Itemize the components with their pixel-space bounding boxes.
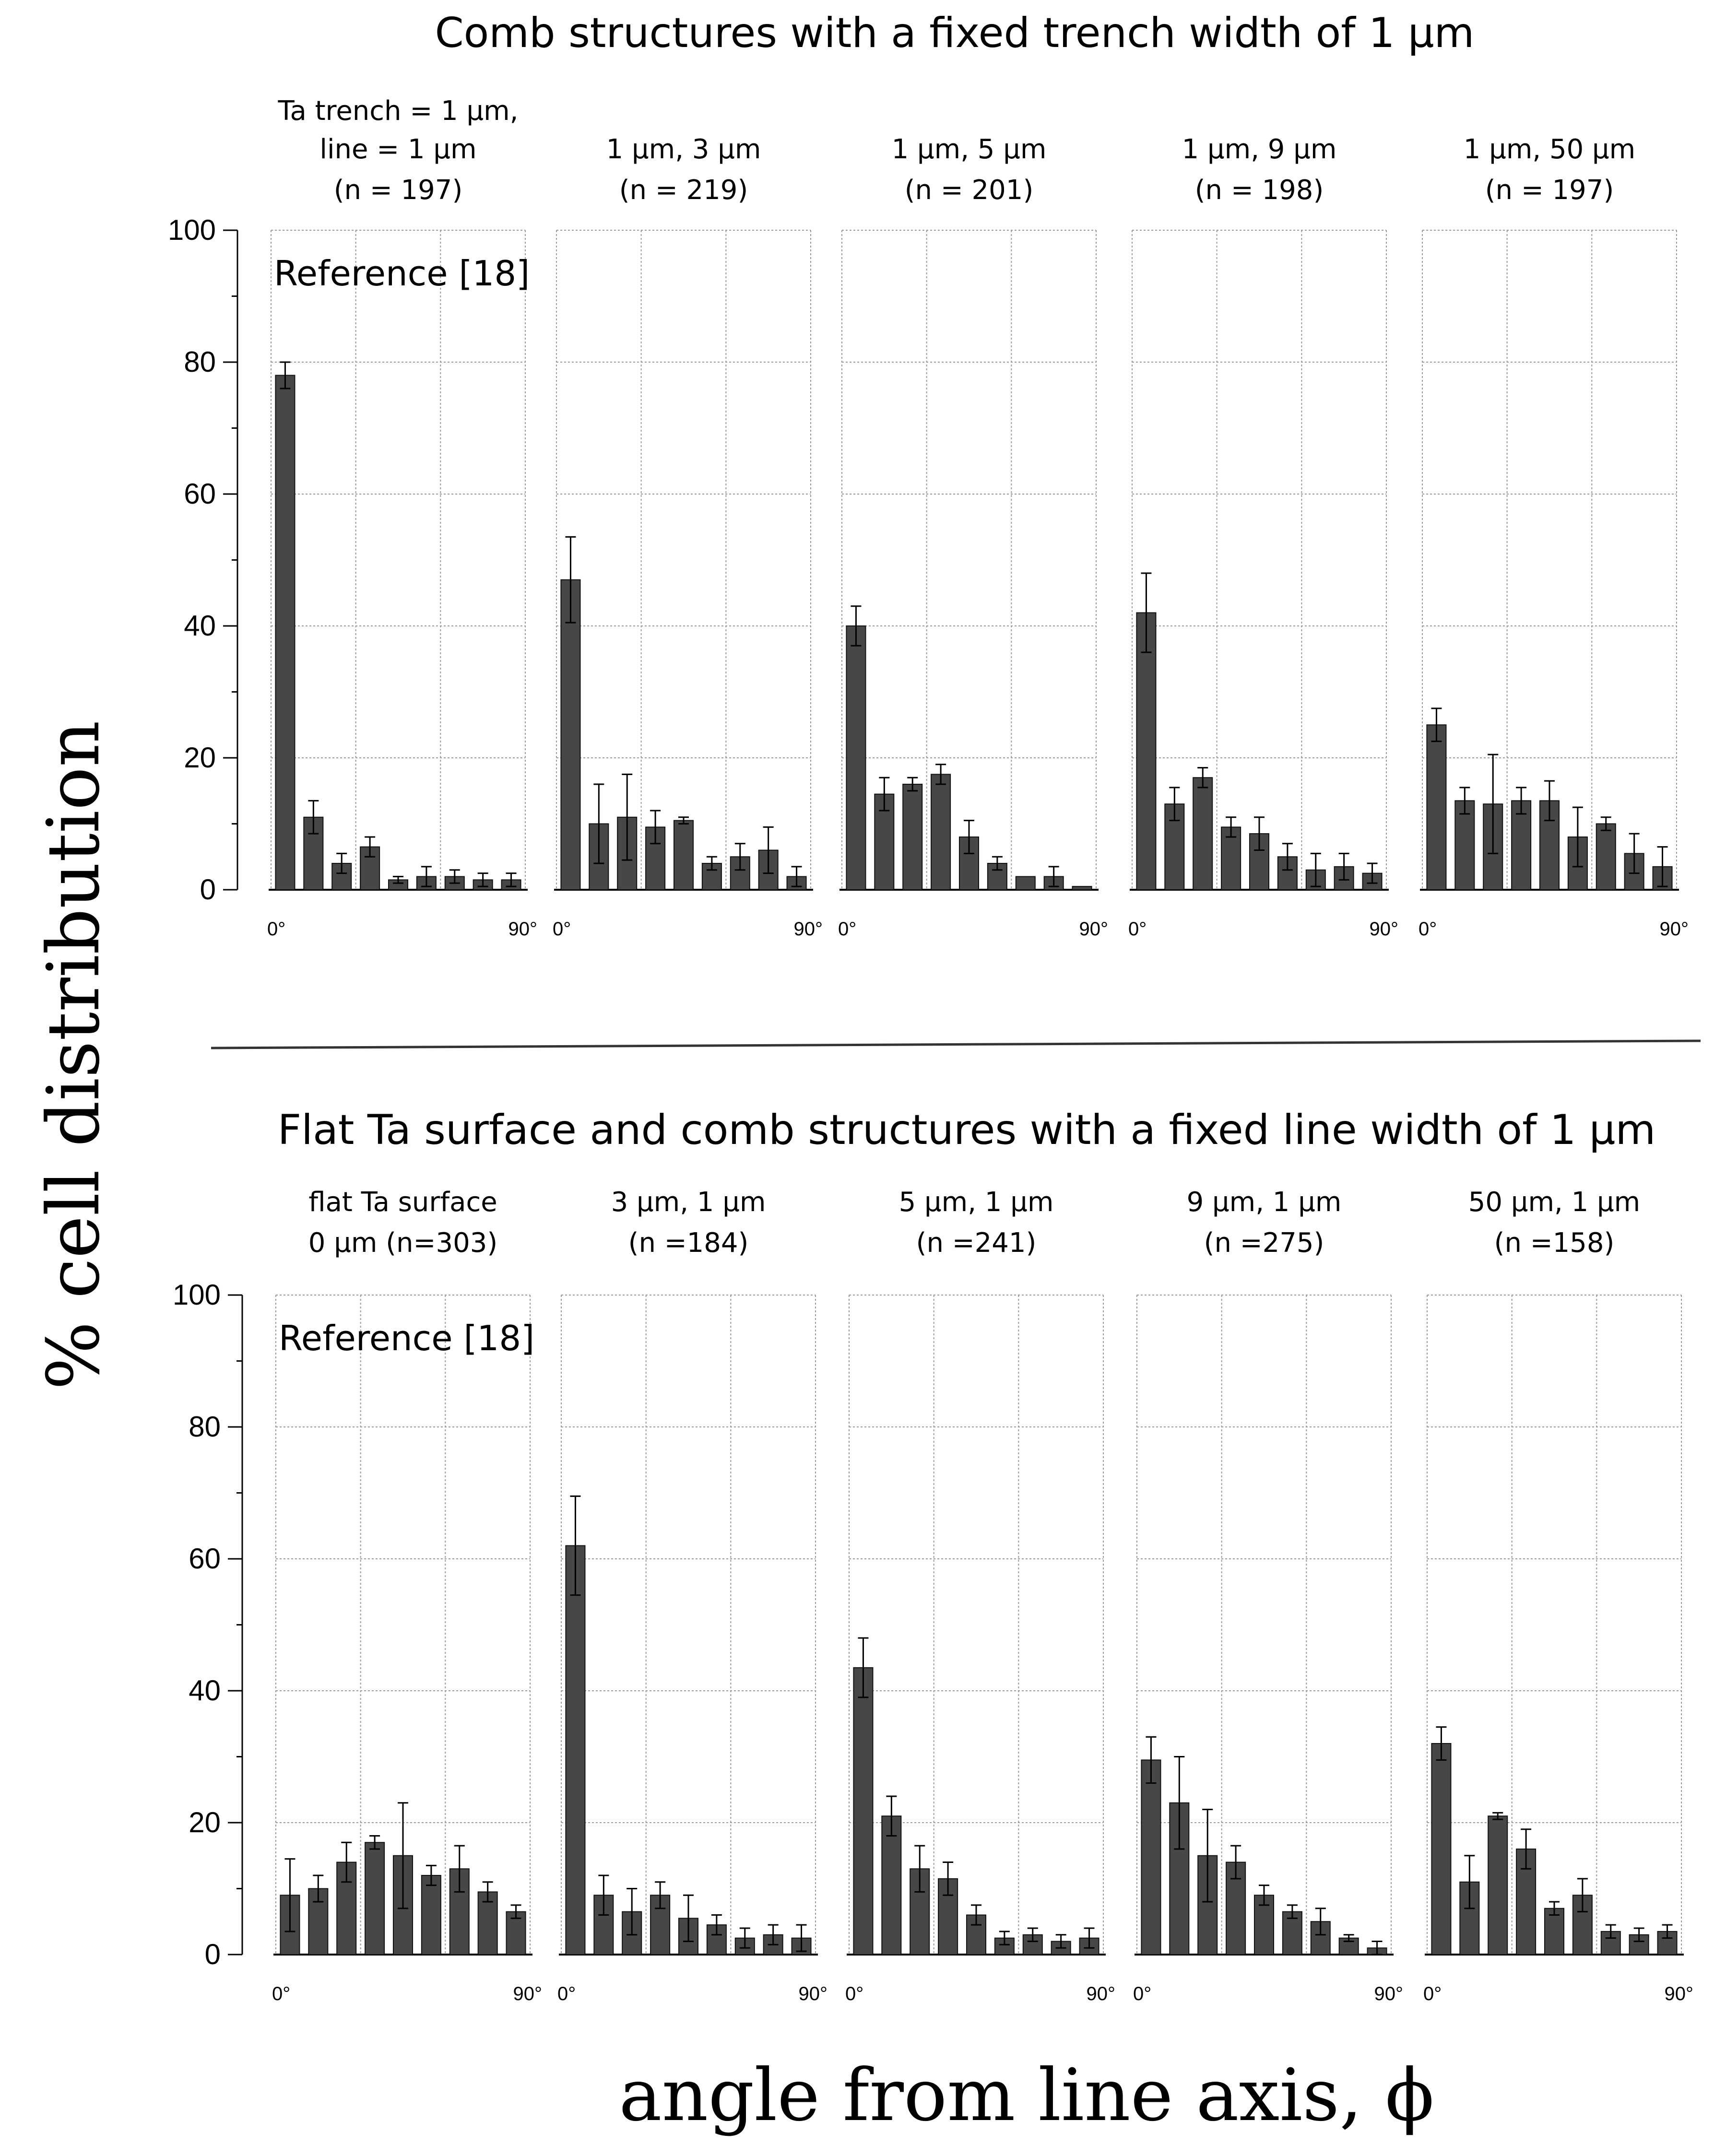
panel-title-line: (n = 201) (905, 175, 1034, 206)
bar (902, 784, 923, 890)
bar (1544, 1908, 1565, 1955)
chart-panel-1: 0° 90° 0 20 40 60 80 100 Reference [18] Ta trench… (168, 95, 537, 940)
x-tick-label: 90° (1660, 919, 1689, 940)
chart-panel-2: 0° 90° 1 μm, 3 μm (n = 219) (553, 134, 823, 940)
bar (846, 625, 866, 890)
bar (1193, 777, 1213, 890)
panel-title-line: 1 μm, 5 μm (892, 134, 1047, 165)
bar (1596, 823, 1616, 890)
chart-panels: 0° 90° 0 20 40 60 80 100 Reference [18] Ta trench… (168, 95, 1693, 2004)
x-tick-label: 90° (794, 919, 823, 940)
chart-panel-6: 0° 90° 0 20 40 60 80 100 Reference [18] flat Ta s… (173, 1187, 542, 2004)
bar (1488, 1815, 1508, 1955)
bar (421, 1875, 441, 1955)
chart-panel-10: 0° 90° 50 μm, 1 μm (n =158) (1423, 1187, 1693, 2004)
y-tick-label: 80 (189, 1411, 221, 1443)
panel-title-line: 5 μm, 1 μm (899, 1187, 1054, 1218)
x-tick-label: 90° (1665, 1983, 1694, 2004)
y-tick-label: 100 (173, 1279, 221, 1311)
bar (365, 1842, 385, 1955)
reference-annotation: Reference [18] (279, 1318, 534, 1358)
bar (1141, 1759, 1161, 1955)
x-tick-label: 90° (1370, 919, 1399, 940)
y-tick-label: 20 (189, 1806, 221, 1838)
x-tick-label: 0° (1423, 1983, 1442, 2004)
x-tick-label: 0° (1128, 919, 1147, 940)
x-tick-label: 0° (272, 1983, 290, 2004)
x-tick-label: 0° (267, 919, 285, 940)
x-tick-label: 90° (508, 919, 538, 940)
bar (1426, 724, 1447, 890)
chart-panel-4: 0° 90° 1 μm, 9 μm (n = 198) (1128, 134, 1398, 940)
x-tick-label: 0° (557, 1983, 576, 2004)
reference-annotation: Reference [18] (274, 253, 530, 294)
bar (673, 820, 694, 890)
chart-panel-5: 0° 90° 1 μm, 50 μm (n = 197) (1418, 134, 1689, 940)
y-tick-label: 80 (184, 346, 216, 378)
y-tick-label: 0 (205, 1938, 221, 1970)
bar (931, 774, 951, 890)
panel-title-line: (n = 219) (619, 175, 748, 206)
panel-title-line: (n =275) (1204, 1227, 1324, 1259)
x-tick-label: 90° (513, 1983, 543, 2004)
x-tick-label: 0° (845, 1983, 863, 2004)
bar (1072, 886, 1092, 890)
bar (881, 1815, 902, 1955)
y-axis-label: % cell distribution (32, 720, 116, 1390)
x-tick-label: 0° (838, 919, 856, 940)
panel-title-line: 9 μm, 1 μm (1187, 1187, 1342, 1218)
y-tick-label: 20 (184, 742, 216, 774)
x-tick-label: 0° (1418, 919, 1437, 940)
x-axis-label: angle from line axis, ϕ (619, 2054, 1434, 2137)
y-tick-label: 100 (168, 214, 216, 246)
panel-title-line: (n = 197) (334, 175, 463, 206)
bar (1136, 612, 1157, 890)
section-title-bottom: Flat Ta surface and comb structures with… (278, 1106, 1656, 1154)
bar (275, 375, 296, 890)
section-divider (211, 1039, 1701, 1049)
x-tick-label: 90° (799, 1983, 828, 2004)
panel-title-line: (n =158) (1494, 1227, 1615, 1259)
y-tick-label: 40 (189, 1674, 221, 1707)
y-tick-label: 60 (184, 478, 216, 510)
x-tick-label: 0° (553, 919, 571, 940)
x-tick-label: 90° (1079, 919, 1109, 940)
chart-panel-8: 0° 90° 5 μm, 1 μm (n =241) (845, 1187, 1115, 2004)
bar (853, 1667, 874, 1955)
y-tick-label: 0 (200, 873, 216, 906)
y-tick-label: 40 (184, 610, 216, 642)
chart-panel-9: 0° 90° 9 μm, 1 μm (n =275) (1133, 1187, 1403, 2004)
panel-title-line: 1 μm, 3 μm (606, 134, 761, 165)
x-tick-label: 90° (1374, 1983, 1404, 2004)
bar (1015, 876, 1036, 890)
chart-panel-7: 0° 90° 3 μm, 1 μm (n =184) (557, 1187, 827, 2004)
bar (1431, 1743, 1452, 1955)
panel-title-line: (n =184) (628, 1227, 749, 1259)
bar (786, 876, 807, 890)
x-tick-label: 0° (1133, 1983, 1151, 2004)
x-tick-label: 90° (1087, 1983, 1116, 2004)
panel-title-line: 1 μm, 9 μm (1182, 134, 1337, 165)
panel-title-line: 50 μm, 1 μm (1468, 1187, 1640, 1218)
panel-title-line: flat Ta surface (308, 1187, 497, 1218)
panel-title-line: (n =241) (916, 1227, 1037, 1259)
y-tick-label: 60 (189, 1543, 221, 1575)
panel-title-line: line = 1 μm (319, 134, 476, 165)
panel-title-line: (n = 197) (1485, 175, 1614, 206)
panel-title-line: 3 μm, 1 μm (611, 1187, 766, 1218)
panel-title-line: 0 μm (n=303) (308, 1227, 497, 1259)
panel-title-line: 1 μm, 50 μm (1464, 134, 1635, 165)
bar (1539, 800, 1560, 890)
bar (565, 1545, 586, 1955)
chart-panel-3: 0° 90° 1 μm, 5 μm (n = 201) (838, 134, 1108, 940)
panel-title-line: Ta trench = 1 μm, (278, 95, 519, 127)
bar (560, 579, 581, 890)
section-title-top: Comb structures with a fixed trench widt… (435, 9, 1475, 57)
panel-title-line: (n = 198) (1195, 175, 1324, 206)
bar (1454, 800, 1475, 890)
